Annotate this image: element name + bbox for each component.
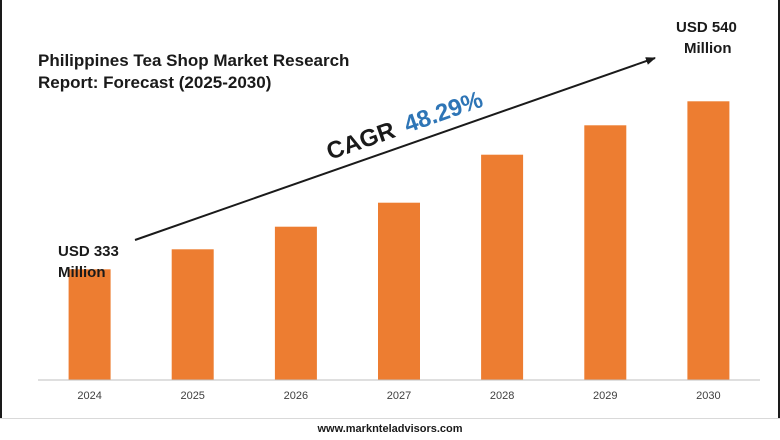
footer-url[interactable]: www.marknteladvisors.com bbox=[317, 423, 463, 435]
right-edge bbox=[778, 0, 780, 440]
x-tick-label-2030: 2030 bbox=[696, 390, 720, 402]
bar-2027 bbox=[378, 202, 420, 380]
bar-2029 bbox=[584, 125, 627, 380]
footer-bar: www.marknteladvisors.com bbox=[0, 418, 780, 440]
chart-title-line-1: Philippines Tea Shop Market Research bbox=[38, 51, 350, 70]
x-tick-label-2029: 2029 bbox=[593, 390, 617, 402]
bar-2028 bbox=[481, 154, 524, 380]
end-value-label-line-2: Million bbox=[684, 40, 732, 57]
bar-2030 bbox=[687, 101, 730, 381]
chart-title: Philippines Tea Shop Market Research Rep… bbox=[38, 50, 378, 94]
end-value-label-line-1: USD 540 bbox=[676, 19, 737, 36]
x-tick-label-2027: 2027 bbox=[387, 390, 411, 402]
x-tick-label-2024: 2024 bbox=[77, 390, 101, 402]
left-edge bbox=[0, 0, 2, 440]
chart-title-line-2: Report: Forecast (2025-2030) bbox=[38, 73, 272, 92]
x-tick-label-2028: 2028 bbox=[490, 390, 514, 402]
start-value-label-line-2: Million bbox=[58, 264, 106, 281]
cagr-label: CAGR bbox=[323, 117, 399, 166]
x-tick-label-2026: 2026 bbox=[284, 390, 308, 402]
bar-2024 bbox=[68, 269, 111, 380]
start-value-label-line-1: USD 333 bbox=[58, 243, 119, 260]
bar-2025 bbox=[171, 249, 214, 380]
trend-arrow bbox=[134, 57, 656, 241]
bar-2026 bbox=[274, 226, 317, 380]
x-tick-label-2025: 2025 bbox=[180, 390, 204, 402]
cagr-value: 48.29% bbox=[401, 86, 487, 138]
